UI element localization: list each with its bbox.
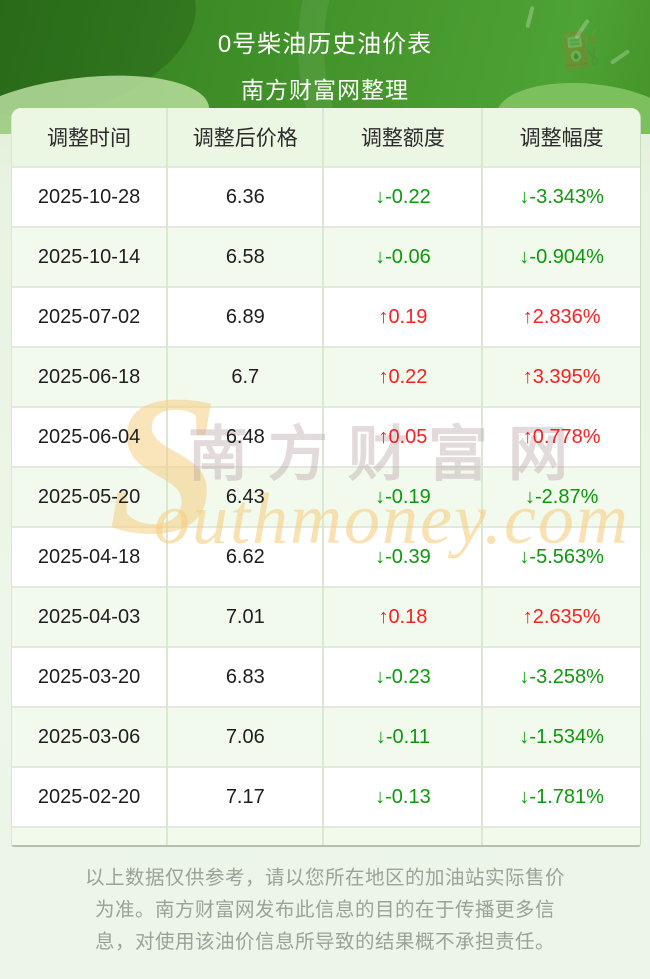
- cell-percent: ↓-2.87%: [481, 467, 640, 527]
- table-row: 2025-06-04 6.48 ↑0.05 ↑0.778%: [12, 407, 640, 467]
- cell-percent: ↑3.395%: [481, 347, 640, 407]
- table-row: 2025-01-17 7.3 ↑0.27 ↑3.841%: [12, 827, 640, 845]
- cell-change: ↑0.19: [322, 287, 483, 347]
- cell-price: 7.17: [166, 767, 324, 827]
- cell-change: ↓-0.19: [322, 467, 483, 527]
- table-header-row: 调整时间 调整后价格 调整额度 调整幅度: [12, 108, 640, 167]
- table-row: 2025-03-06 7.06 ↓-0.11 ↓-1.534%: [12, 707, 640, 767]
- cell-date: 2025-10-28: [37, 185, 141, 208]
- cell-percent: ↓-1.534%: [481, 707, 640, 767]
- cell-price: 6.89: [166, 287, 324, 347]
- cell-price: 7.3: [166, 827, 324, 845]
- cell-change: ↑0.27: [322, 827, 483, 845]
- cell-date: 2025-05-20: [37, 485, 141, 508]
- cell-price: 6.36: [166, 167, 324, 227]
- cell-date: 2025-03-20: [37, 665, 141, 688]
- table-row: 2025-04-03 7.01 ↑0.18 ↑2.635%: [12, 587, 640, 647]
- cell-change: ↑0.05: [322, 407, 483, 467]
- cell-percent: ↓-3.343%: [481, 167, 640, 227]
- cell-date: 2025-04-18: [37, 545, 141, 568]
- table-row: 2025-03-20 6.83 ↓-0.23 ↓-3.258%: [12, 647, 640, 707]
- cell-price: 6.7: [166, 347, 324, 407]
- cell-percent: ↑3.841%: [481, 827, 640, 845]
- cell-price: 6.43: [166, 467, 324, 527]
- cell-percent: ↓-3.258%: [481, 647, 640, 707]
- cell-change: ↓-0.23: [322, 647, 483, 707]
- cell-percent: ↑2.836%: [481, 287, 640, 347]
- page-title: 0号柴油历史油价表: [217, 31, 433, 58]
- cell-date: 2025-06-04: [37, 425, 141, 448]
- cell-price: 6.48: [166, 407, 324, 467]
- cell-percent: ↑0.778%: [481, 407, 640, 467]
- table-row: 2025-02-20 7.17 ↓-0.13 ↓-1.781%: [12, 767, 640, 827]
- page-subtitle: 南方财富网整理: [241, 77, 409, 103]
- cell-percent: ↓-1.781%: [481, 767, 640, 827]
- price-table-card: 调整时间 调整后价格 调整额度 调整幅度 2025-10-28 6.36 ↓-0…: [11, 108, 641, 847]
- table-row: 2025-04-18 6.62 ↓-0.39 ↓-5.563%: [12, 527, 640, 587]
- cell-date: 2025-07-02: [37, 305, 141, 328]
- cell-change: ↓-0.39: [322, 527, 483, 587]
- cell-price: 7.01: [166, 587, 324, 647]
- cell-date: 2025-02-20: [37, 785, 141, 808]
- price-table-body: 2025-10-28 6.36 ↓-0.22 ↓-3.343% 2025-10-…: [12, 167, 640, 845]
- table-row: 2025-10-28 6.36 ↓-0.22 ↓-3.343%: [12, 167, 640, 227]
- cell-percent: ↓-0.904%: [481, 227, 640, 287]
- cell-percent: ↓-5.563%: [481, 527, 640, 587]
- cell-price: 6.83: [166, 647, 324, 707]
- table-row: 2025-10-14 6.58 ↓-0.06 ↓-0.904%: [12, 227, 640, 287]
- column-header-percent: 调整幅度: [481, 108, 640, 167]
- cell-change: ↓-0.06: [322, 227, 483, 287]
- table-row: 2025-06-18 6.7 ↑0.22 ↑3.395%: [12, 347, 640, 407]
- table-row: 2025-07-02 6.89 ↑0.19 ↑2.836%: [12, 287, 640, 347]
- cell-date: 2025-04-03: [37, 605, 141, 628]
- cell-change: ↓-0.22: [322, 167, 483, 227]
- cell-change: ↑0.22: [322, 347, 483, 407]
- cell-date: 2025-10-14: [37, 245, 141, 268]
- cell-change: ↑0.18: [322, 587, 483, 647]
- table-row: 2025-05-20 6.43 ↓-0.19 ↓-2.87%: [12, 467, 640, 527]
- cell-date: 2025-03-06: [37, 725, 141, 748]
- cell-price: 7.06: [166, 707, 324, 767]
- disclaimer-text: 以上数据仅供参考，请以您所在地区的加油站实际售价为准。南方财富网发布此信息的目的…: [84, 867, 565, 953]
- column-header-change: 调整额度: [322, 108, 483, 167]
- cell-change: ↓-0.11: [322, 707, 483, 767]
- cell-change: ↓-0.13: [322, 767, 483, 827]
- column-header-price: 调整后价格: [166, 108, 324, 167]
- price-table: 调整时间 调整后价格 调整额度 调整幅度 2025-10-28 6.36 ↓-0…: [12, 108, 640, 845]
- column-header-date: 调整时间: [12, 108, 168, 167]
- cell-price: 6.62: [166, 527, 324, 587]
- cell-date: 2025-01-17: [12, 827, 167, 845]
- cell-price: 6.58: [166, 227, 324, 287]
- cell-percent: ↑2.635%: [481, 587, 640, 647]
- cell-date: 2025-06-18: [37, 365, 141, 388]
